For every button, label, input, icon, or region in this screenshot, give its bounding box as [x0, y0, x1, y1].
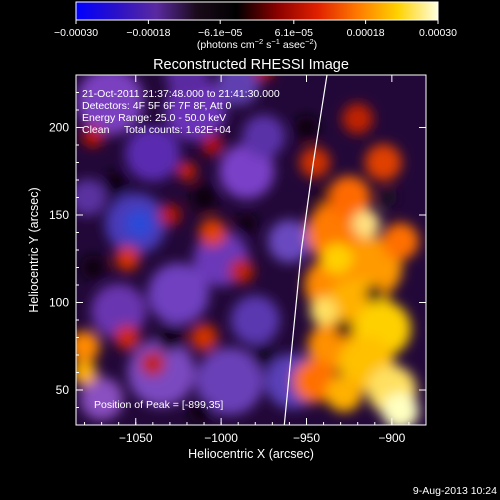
- emission-blob: [315, 189, 332, 206]
- emission-blob: [342, 103, 374, 135]
- footer-date: 9-Aug-2013 10:24: [413, 485, 497, 497]
- annotation-total-counts: Clean Total counts: 1.62E+04: [82, 124, 231, 136]
- emission-blob: [364, 144, 402, 181]
- annotation-energy-range: Energy Range: 25.0 - 50.0 keV: [82, 112, 226, 124]
- emission-blob: [190, 323, 218, 352]
- emission-blob: [267, 219, 311, 263]
- colorbar-tick-label: 0.00030: [419, 27, 457, 39]
- x-tick-label: −950: [293, 431, 320, 445]
- x-tick-label: −1050: [119, 431, 153, 445]
- emission-blob: [76, 75, 144, 136]
- emission-blob: [379, 188, 398, 207]
- y-tick-label: 100: [49, 296, 69, 310]
- colorbar-units: (photons cm−2 s−1 asec−2): [197, 37, 317, 51]
- emission-blob: [82, 125, 104, 148]
- annotation-detectors: Detectors: 4F 5F 6F 7F 8F, Att 0: [82, 100, 232, 112]
- emission-blob: [327, 175, 371, 220]
- y-tick-label: 200: [49, 121, 69, 135]
- emission-blob: [76, 360, 97, 385]
- emission-blob: [321, 243, 353, 275]
- y-tick-label: 150: [49, 208, 69, 222]
- emission-blob: [156, 323, 184, 352]
- emission-blob: [334, 319, 354, 338]
- colorbar: −0.00030 −0.00018 −6.1e−05 6.1e−05 0.00018 0.…: [54, 1, 457, 51]
- peak-position-label: Position of Peak = [-899,35]: [94, 399, 223, 411]
- colorbar-tick-label: 6.1e−05: [275, 27, 313, 39]
- emission-blob: [242, 114, 286, 158]
- emission-blob: [381, 222, 419, 260]
- emission-blob: [325, 375, 363, 412]
- chart-title: Reconstructed RHESSI Image: [153, 57, 349, 73]
- axis-ticks: [76, 74, 427, 425]
- colorbar-tick-label: −0.00018: [126, 27, 170, 39]
- emission-blob: [309, 297, 338, 326]
- x-tick-labels: −1050 −1000 −950 −900: [119, 431, 406, 445]
- emission-blob: [216, 75, 260, 106]
- y-tick-labels: 50 100 150 200: [49, 121, 69, 398]
- colorbar-strip: [75, 1, 439, 21]
- y-axis-label: Heliocentric Y (arcsec): [27, 187, 41, 312]
- colorbar-tick-label: 0.00018: [347, 27, 385, 39]
- emission-blob: [76, 330, 100, 362]
- x-tick-label: −1000: [204, 431, 238, 445]
- emission-map: [76, 75, 419, 425]
- x-tick-label: −900: [378, 431, 405, 445]
- colorbar-tick-label: −0.00030: [54, 27, 98, 39]
- emission-blob: [365, 284, 384, 303]
- emission-blob: [125, 209, 153, 238]
- emission-blob: [229, 258, 254, 284]
- emission-blob: [235, 212, 258, 235]
- y-tick-label: 50: [56, 383, 70, 397]
- colorbar-tick-label: −6.1e−05: [198, 27, 243, 39]
- emission-blob: [177, 162, 197, 181]
- emission-blob: [198, 218, 227, 247]
- annotation-block: 21-Oct-2011 21:37:48.000 to 21:41:30.000…: [82, 88, 280, 136]
- solar-limb-curve: [283, 75, 328, 425]
- emission-blob: [76, 179, 107, 216]
- emission-blob: [140, 351, 166, 377]
- emission-blob: [125, 126, 181, 182]
- emission-blob: [91, 283, 147, 339]
- emission-blob: [251, 342, 277, 368]
- emission-blob: [294, 115, 319, 140]
- emission-blob: [299, 147, 331, 178]
- emission-blob: [159, 204, 181, 226]
- plot-area: −1050 −1000 −950 −900 50 100 150 200 21-Oct-20…: [49, 74, 427, 445]
- emission-blob: [102, 171, 128, 196]
- emission-blob: [230, 295, 280, 345]
- emission-blob: [201, 134, 224, 156]
- annotation-time-range: 21-Oct-2011 21:37:48.000 to 21:41:30.000: [82, 88, 280, 100]
- emission-blob: [165, 75, 209, 97]
- emission-blob: [114, 325, 140, 350]
- emission-blob: [190, 183, 218, 212]
- emission-blob: [381, 392, 419, 425]
- emission-blob: [80, 377, 124, 421]
- emission-blob: [147, 263, 210, 325]
- emission-blob: [255, 75, 273, 81]
- emission-blob: [195, 347, 264, 416]
- x-axis-label: Heliocentric X (arcsec): [188, 447, 314, 461]
- emission-blob: [352, 209, 381, 238]
- emission-blob: [114, 246, 140, 272]
- emission-blob: [188, 398, 213, 424]
- colorbar-ticks: [75, 20, 439, 24]
- colorbar-tick-labels: −0.00030 −0.00018 −6.1e−05 6.1e−05 0.00018 0.…: [54, 27, 457, 39]
- emission-blob: [80, 255, 106, 280]
